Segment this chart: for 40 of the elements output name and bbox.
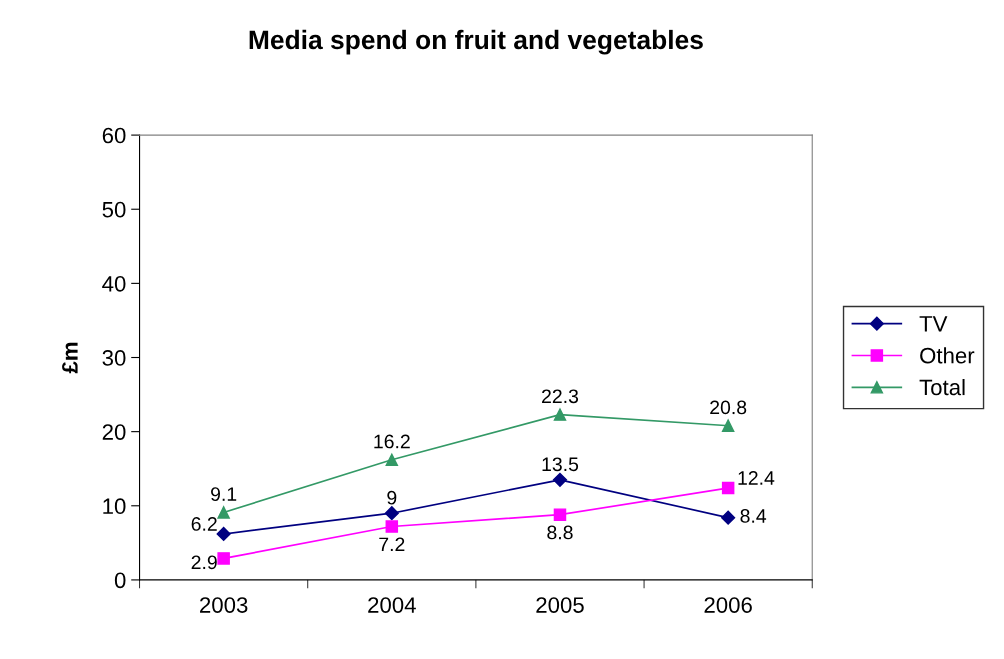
- y-tick-label: 20: [102, 424, 126, 440]
- y-tick-label: 60: [102, 127, 126, 144]
- data-label: 16.2: [374, 434, 410, 449]
- point: [216, 526, 231, 542]
- y-tick-label: 0: [114, 572, 126, 589]
- point: [552, 472, 568, 487]
- y-tick-label: 40: [102, 275, 126, 292]
- point: [217, 506, 230, 519]
- data-label: 12.4: [738, 471, 775, 485]
- data-label: 13.5: [542, 457, 579, 472]
- data-label: 9: [387, 490, 397, 505]
- data-label: 7.2: [379, 537, 405, 552]
- legend-label: Total: [919, 378, 965, 396]
- x-tick-label: 2006: [704, 597, 752, 613]
- y-tick-label: 10: [103, 498, 126, 515]
- legend-label: Other: [920, 347, 975, 364]
- y-tick-label: 30: [102, 350, 126, 366]
- chart-title: Media spend on fruit and vegetables: [249, 29, 703, 55]
- y-tick-label: 50: [102, 201, 126, 218]
- point: [721, 510, 736, 525]
- point: [553, 508, 567, 521]
- point: [217, 552, 230, 565]
- point: [721, 481, 735, 495]
- point: [385, 453, 399, 467]
- point: [553, 408, 567, 421]
- data-label: 20.8: [710, 400, 747, 415]
- point: [385, 520, 399, 533]
- y-axis-title: £m: [62, 342, 78, 374]
- data-label: 22.3: [542, 389, 579, 404]
- data-label: 2.9: [191, 555, 217, 570]
- x-tick-label: 2005: [536, 597, 584, 613]
- data-label: 8.8: [547, 525, 573, 540]
- point: [721, 419, 735, 432]
- data-label: 6.2: [191, 517, 217, 531]
- legend-label: TV: [919, 316, 948, 332]
- data-label: 9.1: [211, 487, 237, 502]
- point: [384, 506, 399, 521]
- data-label: 8.4: [740, 509, 767, 523]
- x-tick-label: 2004: [368, 597, 416, 613]
- x-tick-label: 2003: [200, 597, 248, 613]
